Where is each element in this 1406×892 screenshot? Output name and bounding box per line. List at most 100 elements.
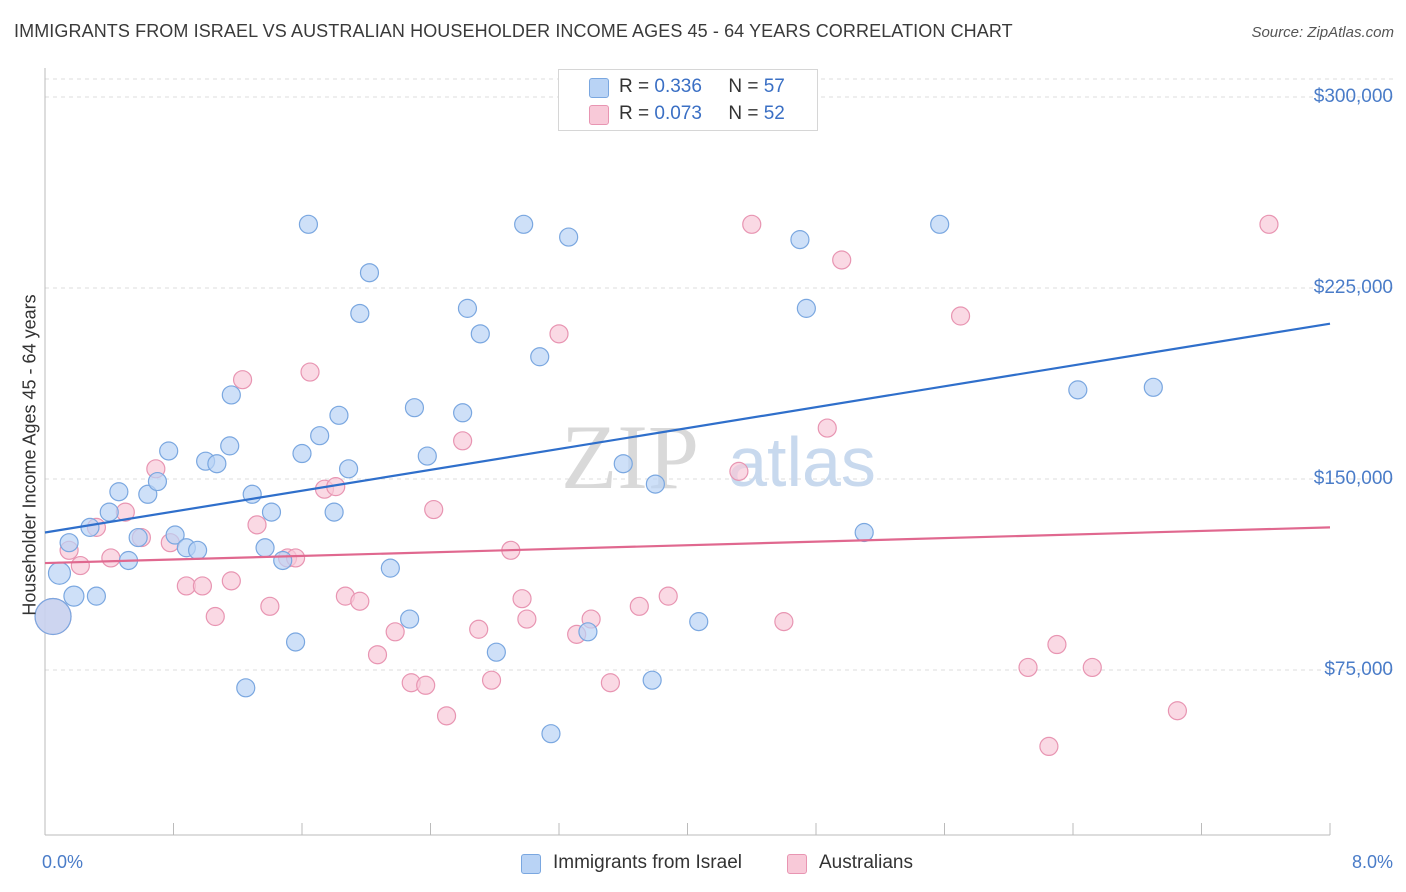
data-point [729,461,749,481]
data-point [1082,657,1102,678]
data-point [147,471,168,492]
data-point [261,502,282,522]
data-point [221,385,241,405]
data-point [404,398,425,418]
legend-row-israel: R = 0.336 N = 57 [619,76,785,98]
data-point [176,576,196,596]
data-point [832,250,852,270]
data-point [350,303,370,324]
data-point [541,724,561,744]
y-tick-225000: $225,000 [1313,277,1393,298]
data-point [109,482,129,502]
data-point [34,597,72,636]
data-point [600,673,621,693]
legend-r-label: R = [619,76,650,97]
data-point [658,586,678,606]
bottom-legend-australians: Australians [819,852,913,873]
y-tick-75000: $75,000 [1324,659,1393,680]
trend-line-israel [44,322,1331,534]
data-point [486,642,506,662]
data-point [790,230,810,250]
data-point [128,527,148,548]
data-point [470,324,490,344]
trend-line-australians [44,526,1331,565]
data-point [47,561,72,585]
y-axis-label: Householder Income Ages 45 - 64 years [19,294,40,616]
data-point [300,362,320,382]
data-point [796,298,816,318]
bottom-legend-swatch-israel [521,854,541,874]
data-point [255,538,275,558]
bottom-legend-swatch-australians [787,854,807,874]
data-point [59,533,79,553]
bottom-legend-israel: Immigrants from Israel [553,852,742,873]
data-point [80,517,100,537]
correlation-legend: R = 0.336 N = 57 R = 0.073 N = 52 [558,69,818,131]
data-point [260,596,280,616]
legend-row-australians: R = 0.073 N = 52 [619,103,785,125]
data-point [1068,380,1088,400]
data-point [273,550,293,571]
data-point [1047,634,1067,655]
data-point [220,436,240,456]
legend-n-label: N = [728,103,759,124]
data-point [165,525,185,545]
data-point [613,454,633,474]
watermark-atlas: atlas [728,423,876,501]
data-point [549,324,569,344]
data-point [642,670,662,690]
series-israel-points [34,214,1163,744]
data-point [187,540,208,560]
data-point [578,622,598,642]
data-point [400,609,420,629]
data-point [424,499,444,520]
y-tick-150000: $150,000 [1313,468,1393,489]
data-point [1167,701,1188,721]
data-point [292,443,312,464]
data-point [1018,657,1038,678]
data-point [138,484,158,504]
data-point [930,214,950,234]
x-tick-min: 0.0% [42,852,84,872]
data-point [817,418,837,438]
data-point [559,227,579,247]
legend-swatch-australians [589,105,609,125]
data-point [207,454,227,474]
x-tick-max: 8.0% [1351,852,1393,872]
data-point [285,632,306,652]
data-point [359,263,380,283]
data-point [221,571,241,591]
data-point [367,645,388,665]
data-point [236,678,256,698]
data-point [338,459,359,479]
legend-n-value-australians: 52 [763,103,785,124]
legend-r-value-israel: 0.336 [654,76,702,97]
data-point [530,347,550,367]
data-point [774,612,794,632]
data-point [453,403,473,423]
data-point [232,370,253,390]
data-point [70,555,90,576]
data-point [385,622,405,642]
data-point [950,306,971,326]
legend-n-value-israel: 57 [763,76,785,97]
data-point [453,431,473,451]
data-point [481,670,502,690]
data-point [469,619,489,639]
data-point [350,591,370,611]
legend-r-label: R = [619,103,650,124]
data-point [329,405,349,425]
data-point [86,586,107,606]
data-point [689,612,709,632]
data-point [1143,377,1163,397]
data-point [512,589,532,609]
data-point [63,585,85,607]
data-point [742,214,762,234]
source-label: Source: ZipAtlas.com [1251,24,1394,41]
data-point [324,502,344,522]
trend-lines [44,322,1331,565]
legend-r-value-australians: 0.073 [654,103,702,124]
data-point [101,548,121,568]
chart-title: IMMIGRANTS FROM ISRAEL VS AUSTRALIAN HOU… [14,21,1013,41]
data-point [416,675,436,695]
